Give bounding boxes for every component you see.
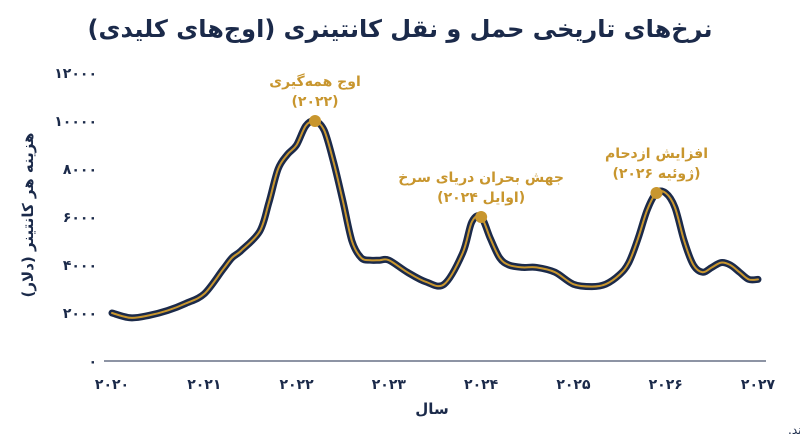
x-axis-label: سال [415,400,448,418]
peak-annotation-sub: (ژوئیه ۲۰۲۶) [612,166,700,182]
y-tick-label: ۱۰۰۰۰ [54,114,97,130]
y-tick-label: ۶۰۰۰ [63,210,97,226]
peak-annotation-sub: (اوایل ۲۰۲۴) [437,190,525,206]
x-tick-label: ۲۰۲۶ [649,377,683,393]
peak-annotation: جهش بحران دریای سرخ [398,170,564,186]
peak-annotation: افزایش ازدحام [605,146,708,162]
y-axis-ticks: ۰ ۲۰۰۰ ۴۰۰۰ ۶۰۰۰ ۸۰۰۰ ۱۰۰۰۰ ۱۲۰۰۰ [54,66,97,370]
peak-marker [309,115,322,127]
y-tick-label: ۴۰۰۰ [63,258,97,274]
x-tick-label: ۲۰۲۴ [464,377,499,393]
y-tick-label: ۰ [88,354,97,370]
x-tick-label: ۲۰۲۵ [556,377,591,393]
source-note: منبع داده‌ها: تخمین‌های صنعتی. تمامی ارق… [788,423,800,438]
x-tick-label: ۲۰۲۳ [372,377,407,393]
x-tick-label: ۲۰۲۷ [741,377,776,393]
y-tick-label: ۱۲۰۰۰ [54,66,97,82]
peak-annotation: اوج همه‌گیری [269,73,360,90]
x-axis-ticks: ۲۰۲۰ ۲۰۲۱ ۲۰۲۲ ۲۰۲۳ ۲۰۲۴ ۲۰۲۵ ۲۰۲۶ ۲۰۲۷ [95,377,776,393]
peak-marker [650,187,663,199]
x-tick-label: ۲۰۲۱ [187,377,221,393]
peak-marker [475,211,488,223]
y-tick-label: ۲۰۰۰ [63,306,97,322]
peak-annotation-sub: (۲۰۲۲) [292,94,339,110]
y-tick-label: ۸۰۰۰ [63,162,97,178]
peaks-layer: اوج همه‌گیری (۲۰۲۲) جهش بحران دریای سرخ (او… [269,73,708,223]
chart-title: نرخ‌های تاریخی حمل و نقل کانتینری (اوج‌ه… [88,15,713,43]
x-tick-label: ۲۰۲۰ [95,377,129,393]
series-layer [108,117,762,322]
y-axis-label: هزینه هر کانتینر (دلار) [19,133,37,298]
x-tick-label: ۲۰۲۲ [279,377,314,393]
series-line [111,119,759,319]
